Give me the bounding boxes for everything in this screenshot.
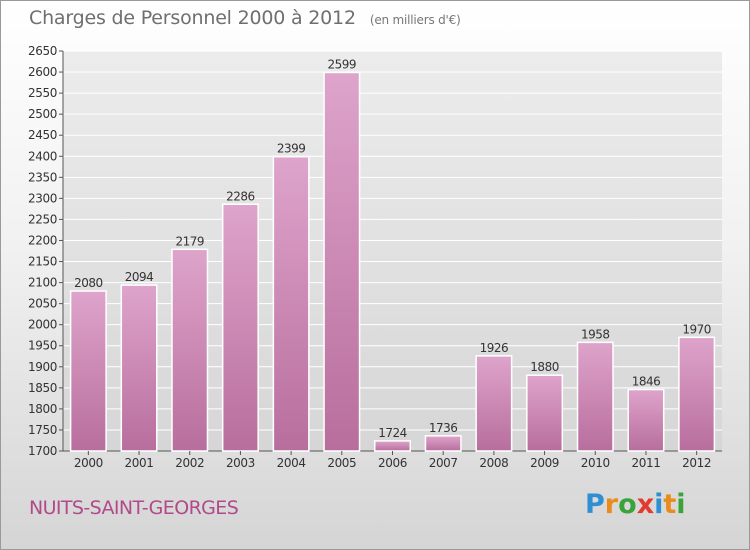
- chart-title-text: Charges de Personnel 2000 à 2012: [29, 7, 356, 29]
- x-tick-label: 2010: [581, 456, 610, 470]
- y-tick-label: 2100: [28, 276, 57, 290]
- bar: [221, 203, 259, 452]
- data-label: 1970: [682, 322, 711, 336]
- data-label: 1880: [530, 360, 559, 374]
- y-tick-label: 1700: [28, 444, 57, 458]
- commune-name: NUITS-SAINT-GEORGES: [29, 497, 239, 519]
- data-label: 2179: [175, 234, 204, 248]
- y-tick-label: 2250: [28, 212, 57, 226]
- logo-letter: i: [654, 489, 664, 520]
- y-tick-label: 2000: [28, 318, 57, 332]
- chart-title: Charges de Personnel 2000 à 2012 (en mill…: [29, 7, 461, 29]
- y-tick-label: 2300: [28, 191, 57, 205]
- y-tick-label: 1800: [28, 402, 57, 416]
- x-tick-label: 2005: [327, 456, 356, 470]
- y-tick-label: 2500: [28, 107, 57, 121]
- x-tick-label: 2011: [631, 456, 660, 470]
- y-tick-label: 2150: [28, 255, 57, 269]
- y-tick-label: 2600: [28, 65, 57, 79]
- x-tick-label: 2006: [378, 456, 407, 470]
- x-tick-label: 2004: [277, 456, 306, 470]
- y-tick-label: 2450: [28, 128, 57, 142]
- data-label: 2080: [74, 276, 103, 290]
- bar: [424, 435, 462, 452]
- x-tick-label: 2007: [429, 456, 458, 470]
- bar: [627, 388, 665, 452]
- x-tick-label: 2000: [74, 456, 103, 470]
- x-tick-label: 2009: [530, 456, 559, 470]
- bar: [374, 440, 411, 452]
- y-tick-label: 2550: [28, 86, 57, 100]
- logo-letter: r: [604, 489, 619, 520]
- bar: [272, 155, 310, 452]
- logo-letter: i: [676, 489, 686, 520]
- x-tick-label: 2002: [175, 456, 204, 470]
- bar: [69, 290, 107, 452]
- y-tick-label: 2200: [28, 233, 57, 247]
- y-tick-label: 2400: [28, 149, 57, 163]
- y-tick-label: 1950: [28, 339, 57, 353]
- data-label: 1958: [581, 327, 610, 341]
- y-tick-label: 2350: [28, 170, 57, 184]
- logo-letter: x: [636, 489, 655, 520]
- y-tick-label: 1850: [28, 381, 57, 395]
- bar: [171, 248, 209, 452]
- y-tick-label: 1900: [28, 360, 57, 374]
- bar: [120, 284, 158, 452]
- x-tick-label: 2012: [682, 456, 711, 470]
- bar: [576, 341, 614, 452]
- y-tick-label: 2650: [28, 44, 57, 58]
- data-label: 2094: [125, 270, 154, 284]
- data-label: 2399: [277, 142, 306, 156]
- x-tick-label: 2008: [479, 456, 508, 470]
- chart-subtitle: (en milliers d'€): [369, 13, 461, 27]
- plot-area: [63, 51, 722, 451]
- proxiti-logo[interactable]: Proxiti: [585, 489, 686, 520]
- bar: [526, 374, 564, 452]
- data-label: 2286: [226, 189, 255, 203]
- y-tick-label: 1750: [28, 423, 57, 437]
- x-tick-label: 2001: [125, 456, 154, 470]
- logo-letter: o: [618, 489, 637, 520]
- data-label: 1724: [378, 426, 407, 440]
- data-label: 1736: [429, 421, 458, 435]
- x-tick-label: 2003: [226, 456, 255, 470]
- y-tick-label: 2050: [28, 297, 57, 311]
- data-label: 1926: [480, 341, 509, 355]
- bar: [678, 336, 716, 452]
- bar: [323, 71, 361, 452]
- bar: [475, 355, 513, 452]
- logo-letter: P: [585, 489, 605, 520]
- data-label: 2599: [328, 57, 357, 71]
- data-label: 1846: [632, 375, 661, 389]
- logo-letter: t: [663, 489, 677, 520]
